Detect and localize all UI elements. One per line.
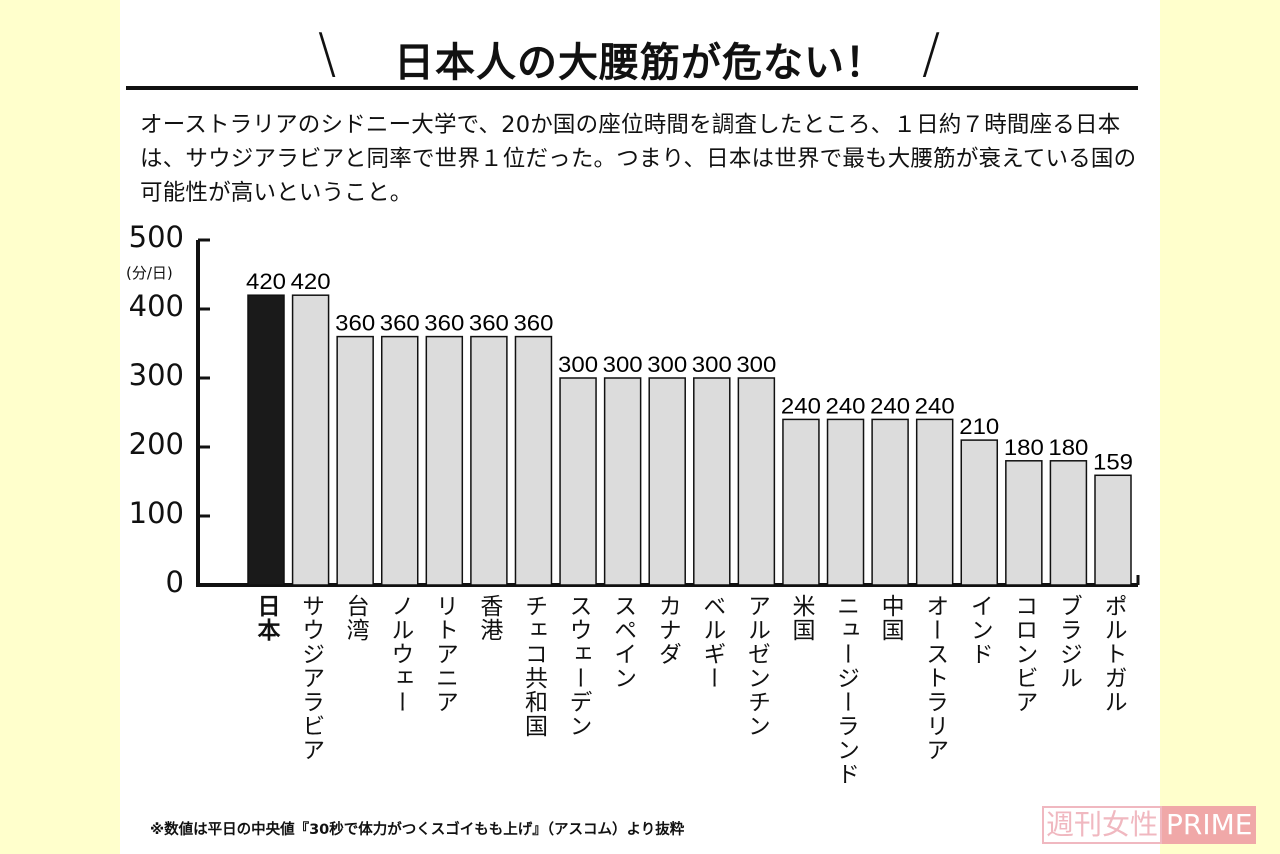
bar <box>648 377 686 586</box>
bar <box>1049 460 1088 586</box>
x-category-label: オーストラリア <box>921 594 948 762</box>
data-label: 420 <box>291 269 331 294</box>
x-category-label: 台湾 <box>342 594 369 642</box>
y-tick-label: 0 <box>165 565 184 599</box>
bar <box>514 335 553 586</box>
bar <box>603 377 642 586</box>
x-category-label: スペイン <box>609 594 636 690</box>
y-tick-label: 200 <box>128 427 184 461</box>
x-category-label: サウジアラビア <box>297 594 324 762</box>
data-label: 300 <box>603 352 643 377</box>
bar <box>693 377 731 586</box>
data-label: 360 <box>469 311 509 336</box>
y-tick-label: 400 <box>128 289 184 323</box>
x-category-label: 米国 <box>787 594 814 642</box>
data-label: 180 <box>1048 435 1088 460</box>
x-category-label: リトアニア <box>431 594 458 714</box>
x-category-label: ポルトガル <box>1100 594 1126 714</box>
data-label: 180 <box>1004 435 1044 460</box>
bar <box>291 294 330 586</box>
watermark-logo: 週刊女性 PRIME <box>1042 806 1257 844</box>
y-tick-label: 100 <box>128 496 184 530</box>
y-axis-unit: (分/日) <box>126 264 173 282</box>
bar <box>470 335 508 586</box>
bar <box>960 439 999 586</box>
bar <box>1005 460 1043 586</box>
bar <box>559 377 597 586</box>
data-label: 210 <box>959 414 999 439</box>
lead-text: オーストラリアのシドニー大学で、20か国の座位時間を調査したところ、１日約７時間… <box>140 112 1137 206</box>
bar <box>336 335 374 586</box>
data-label: 300 <box>736 352 776 377</box>
data-label: 360 <box>513 311 553 336</box>
title-decoration: / <box>922 22 941 85</box>
x-category-label: 中国 <box>877 594 904 642</box>
x-category-label: カナダ <box>654 594 681 666</box>
data-label: 360 <box>335 311 375 336</box>
data-label: 420 <box>246 269 286 294</box>
source-note: ※数値は平日の中央値『30秒で体力がつくスゴイもも上げ』（アスコム）より抜粋 <box>150 822 685 838</box>
x-category-label: ベルギー <box>698 594 725 690</box>
y-tick-label: 300 <box>128 358 184 392</box>
data-label: 240 <box>870 393 910 418</box>
title-divider <box>126 86 1138 90</box>
title-decoration: \ <box>318 22 337 85</box>
x-category-label: 香港 <box>475 594 502 642</box>
data-label: 300 <box>647 352 687 377</box>
data-label: 300 <box>558 352 598 377</box>
page-title: 日本人の大腰筋が危ない！ <box>394 39 886 86</box>
x-category-label: コロンビア <box>1010 594 1037 714</box>
x-category-label: インド <box>966 594 993 666</box>
bar <box>737 377 776 586</box>
bar <box>782 418 820 586</box>
bar <box>915 418 954 586</box>
data-label: 240 <box>781 393 821 418</box>
x-category-label: アルゼンチン <box>743 594 770 738</box>
data-label: 240 <box>915 393 955 418</box>
x-category-label: ブラジル <box>1055 594 1082 690</box>
x-category-label: 日本 <box>253 594 279 642</box>
x-category-label: チェコ共和国 <box>520 594 547 738</box>
x-category-label: ニュージーランド <box>832 594 859 786</box>
data-label: 360 <box>380 311 420 336</box>
bar <box>1094 474 1132 586</box>
bar <box>380 335 419 586</box>
data-label: 240 <box>826 393 866 418</box>
x-category-label: スウェーデン <box>565 594 592 738</box>
data-label: 300 <box>692 352 732 377</box>
x-category-label: ノルウェー <box>386 594 413 714</box>
bar <box>826 418 865 586</box>
data-label: 159 <box>1093 449 1133 474</box>
bar <box>247 294 285 586</box>
bar <box>425 335 464 586</box>
y-tick-label: 500 <box>128 220 184 254</box>
bar <box>871 418 909 586</box>
data-label: 360 <box>424 311 464 336</box>
